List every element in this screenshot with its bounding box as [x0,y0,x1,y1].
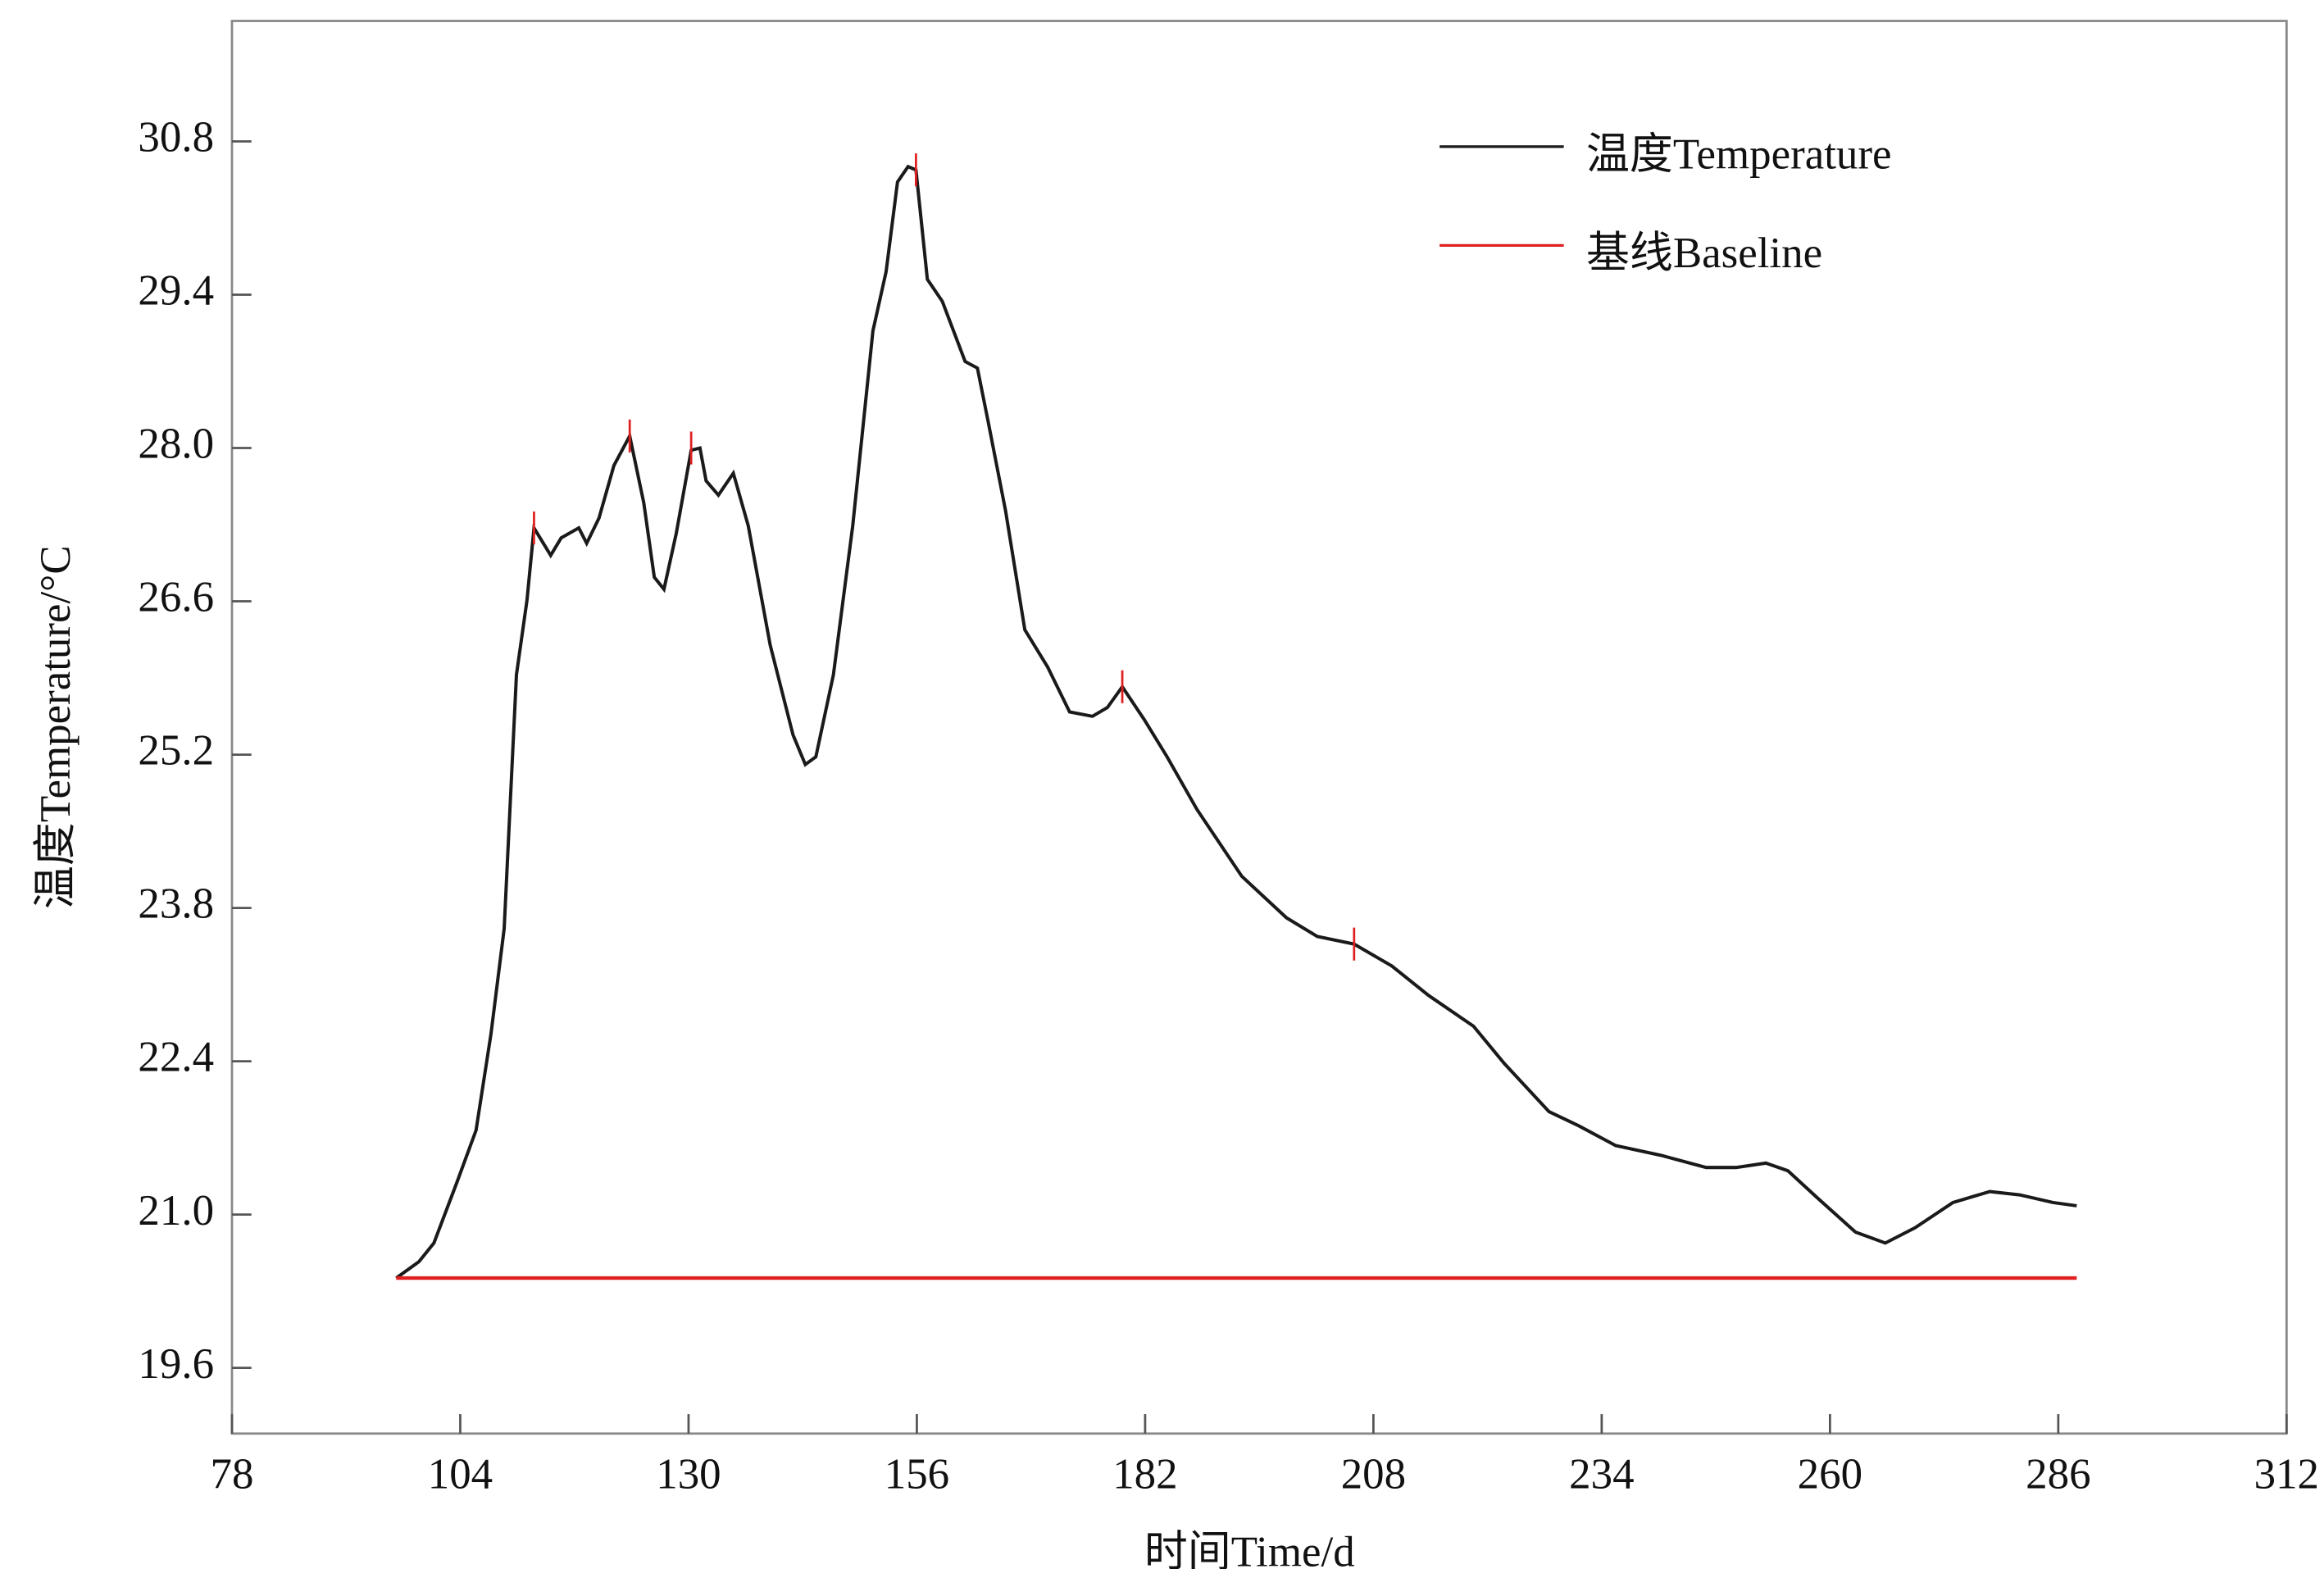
y-tick-label: 25.2 [138,727,214,775]
series-line [395,164,2077,1280]
y-tick-label: 19.6 [138,1340,214,1388]
y-tick-label: 28.0 [138,421,214,468]
y-tick-label: 23.8 [138,880,214,928]
x-tick-label: 130 [656,1451,721,1499]
x-tick-label: 312 [2254,1451,2319,1499]
y-tick-label: 26.6 [138,574,214,621]
x-axis-label: 时间Time/d [1144,1529,1355,1569]
legend-label: 基线Baseline [1586,230,1822,277]
x-tick-label: 78 [211,1451,254,1499]
x-tick-label: 286 [2026,1451,2090,1499]
y-tick-label: 30.8 [138,114,214,161]
y-axis-label: 温度Temperature/°C [32,545,80,909]
plot-frame [230,20,2288,1435]
x-tick-label: 208 [1341,1451,1406,1499]
y-tick-label: 22.4 [138,1034,214,1081]
y-tick-label: 21.0 [138,1187,214,1235]
y-tick-label: 29.4 [138,267,214,315]
x-tick-label: 182 [1112,1451,1177,1499]
x-tick-label: 260 [1798,1451,1862,1499]
x-tick-label: 234 [1569,1451,1634,1499]
x-tick-label: 104 [428,1451,493,1499]
x-tick-label: 156 [885,1451,949,1499]
legend-label: 温度Temperature [1586,131,1891,179]
